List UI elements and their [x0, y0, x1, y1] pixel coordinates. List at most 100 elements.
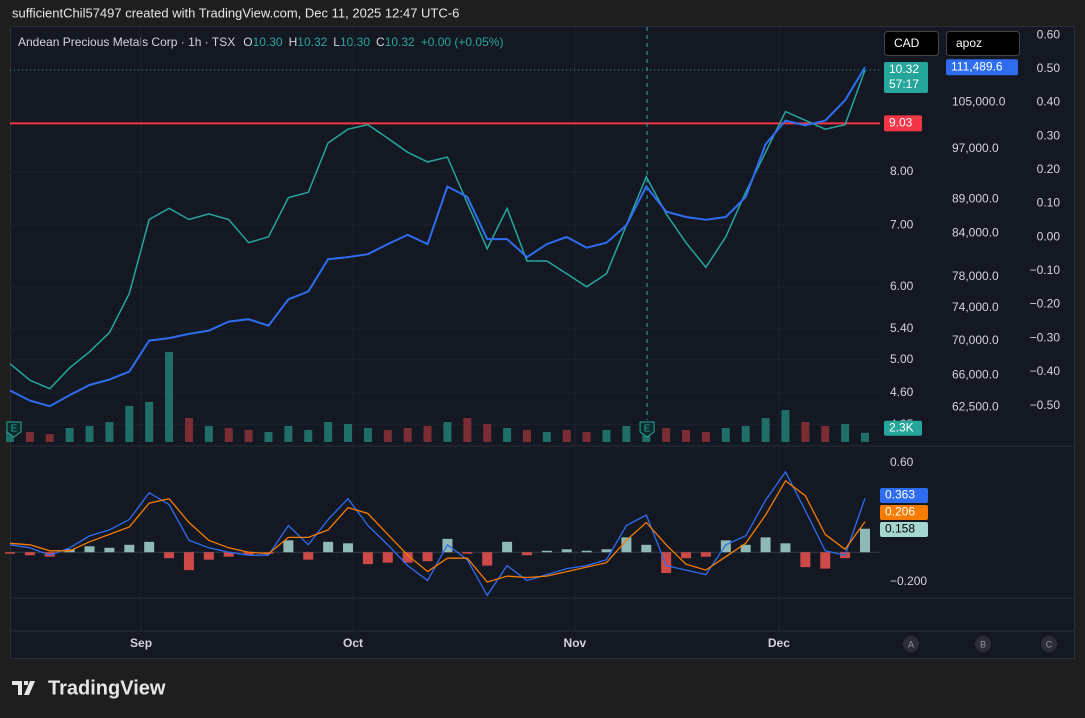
- volume-bar: [125, 406, 134, 442]
- range-button-label[interactable]: C: [1046, 639, 1053, 649]
- currency-button[interactable]: [884, 31, 939, 56]
- histogram-bar: [561, 549, 572, 553]
- histogram-bar: [144, 541, 155, 553]
- histogram-bar: [303, 552, 314, 560]
- ohlc-value: 10.30: [340, 35, 370, 49]
- event-marker: [639, 421, 655, 438]
- histogram-bar: [581, 550, 592, 553]
- macd-line: [9, 470, 866, 597]
- y3-tick-label: 0.20: [1037, 162, 1061, 176]
- histogram-bar: [601, 549, 612, 553]
- volume-bar: [224, 428, 233, 442]
- volume-bar: [522, 430, 531, 442]
- volume-bar: [721, 428, 730, 442]
- volume-bar: [244, 430, 253, 442]
- y-tick-label: 5.00: [890, 352, 914, 366]
- y-tick-label: 0.60: [890, 455, 914, 469]
- y3-tick-label: −0.10: [1030, 263, 1061, 277]
- symbol-label[interactable]: apoz: [956, 36, 982, 50]
- attribution: sufficientChil57497 created with Trading…: [12, 5, 459, 20]
- overlay-badge: 111,489.6: [951, 59, 1003, 73]
- y-tick-label: 5.40: [890, 321, 914, 335]
- range-button-label[interactable]: B: [980, 639, 986, 649]
- ohlc-value: 10.32: [385, 35, 415, 49]
- histogram-bar: [760, 537, 771, 553]
- histogram-bar: [382, 552, 393, 563]
- y3-tick-label: −0.40: [1030, 364, 1061, 378]
- last-price-badge: 10.32: [889, 62, 919, 76]
- volume-bar: [165, 352, 174, 442]
- volume-bar: [304, 430, 313, 442]
- y2-tick-label: 89,000.0: [952, 192, 999, 206]
- macd-badge-bg: [880, 505, 928, 520]
- histogram-bar: [502, 541, 513, 553]
- volume-bar: [582, 432, 591, 442]
- ohlc-label: L: [333, 35, 340, 49]
- volume-bar: [403, 428, 412, 442]
- y2-tick-label: 78,000.0: [952, 269, 999, 283]
- volume-bar: [344, 424, 353, 442]
- histogram-bar: [541, 550, 552, 553]
- histogram-bar: [521, 552, 532, 556]
- volume-bar: [25, 432, 34, 442]
- volume-bar: [145, 402, 154, 442]
- histogram-bar: [482, 552, 493, 566]
- histogram-bar: [661, 552, 672, 574]
- volume-bar: [622, 426, 631, 442]
- ohlc-label: O: [243, 35, 252, 49]
- volume-bar: [443, 422, 452, 442]
- histogram-bar: [462, 552, 473, 554]
- volume-bar: [701, 432, 710, 442]
- histogram-bar: [323, 541, 334, 553]
- range-button[interactable]: [975, 636, 991, 652]
- histogram-bar: [820, 552, 831, 569]
- volume-bar: [861, 432, 869, 442]
- volume-bar: [6, 430, 14, 442]
- histogram-bar: [621, 537, 632, 553]
- y2-tick-label: 66,000.0: [952, 367, 999, 381]
- histogram-bar: [700, 552, 711, 557]
- histogram-bar: [203, 552, 214, 560]
- volume-bar: [423, 426, 432, 442]
- y-tick-label: 8.00: [890, 164, 914, 178]
- logo: TradingView: [12, 677, 166, 699]
- histogram-bar: [362, 552, 373, 565]
- overlay-badge-bg: [946, 59, 1018, 76]
- event-label: E: [11, 424, 18, 435]
- y-tick-label: 7.00: [890, 217, 914, 231]
- range-button[interactable]: [903, 636, 919, 652]
- volume-bar: [65, 428, 74, 442]
- histogram-bar: [402, 552, 413, 563]
- logo-icon: [12, 681, 35, 695]
- y3-tick-label: −0.30: [1030, 330, 1061, 344]
- volume-bar: [741, 426, 750, 442]
- histogram-bar: [860, 528, 870, 553]
- histogram-bar: [343, 543, 354, 553]
- histogram-bar: [164, 552, 175, 559]
- overlay-line: [9, 66, 866, 408]
- volume-bar: [483, 424, 492, 442]
- range-button-label[interactable]: A: [908, 639, 914, 649]
- volume-bar: [363, 428, 372, 442]
- volume-bar: [105, 422, 114, 442]
- countdown: 57:17: [889, 77, 919, 91]
- histogram-bar: [124, 544, 135, 553]
- macd-line: [9, 479, 866, 583]
- macd-badge: 0.206: [885, 505, 915, 519]
- y3-tick-label: 0.10: [1037, 196, 1061, 210]
- volume-bar: [204, 426, 213, 442]
- histogram-bar: [740, 544, 751, 553]
- currency-label[interactable]: CAD: [894, 36, 920, 50]
- volume-bar: [264, 432, 273, 442]
- y2-tick-label: 70,000.0: [952, 333, 999, 347]
- histogram-bar: [243, 552, 254, 556]
- volume-bar: [85, 426, 94, 442]
- histogram-bar: [44, 552, 55, 557]
- last-price-badge-bg: [884, 61, 928, 93]
- legend: Andean Precious Metals Corp · 1h · TSX O1…: [18, 35, 503, 49]
- range-button[interactable]: [1041, 636, 1057, 652]
- volume-bar: [602, 430, 611, 442]
- histogram-bar: [800, 552, 811, 568]
- y2-tick-label: 97,000.0: [952, 141, 999, 155]
- symbol-button[interactable]: [946, 31, 1020, 56]
